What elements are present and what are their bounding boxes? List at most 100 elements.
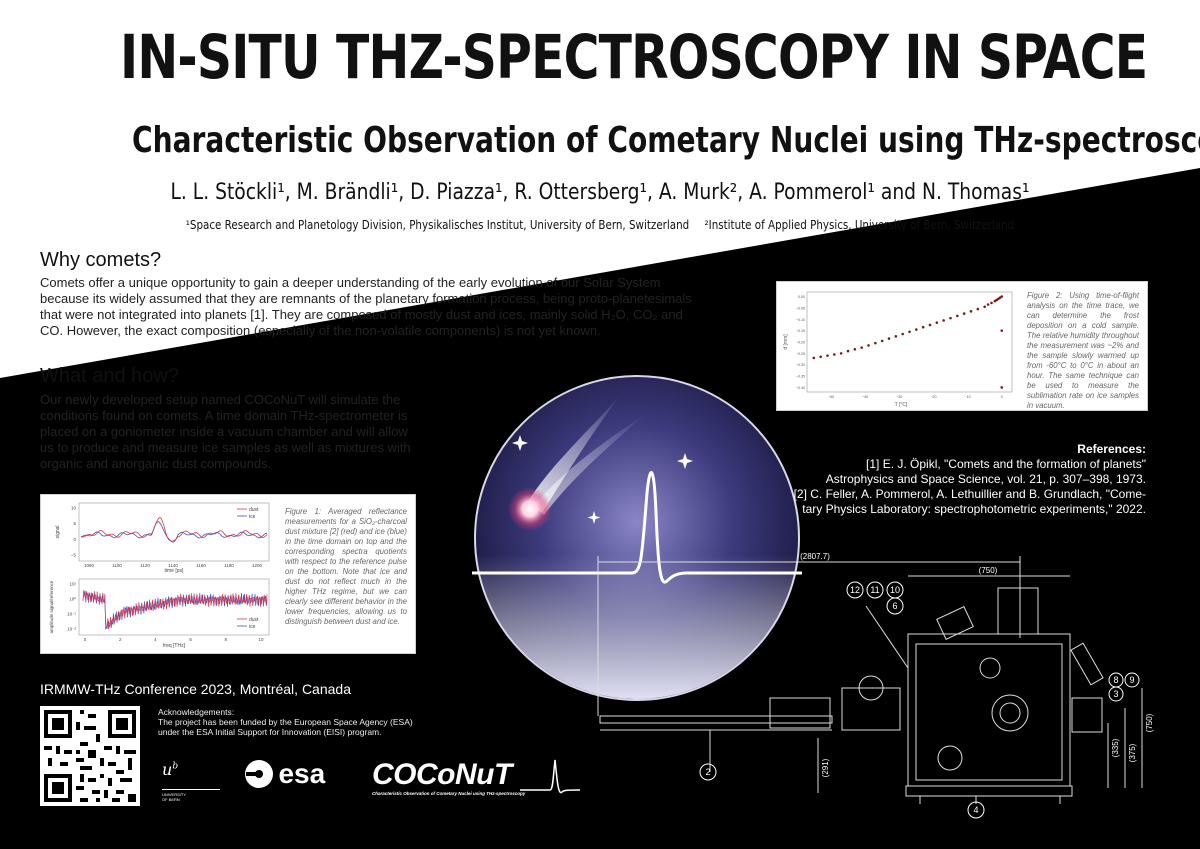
callout-3: [1108, 686, 1124, 702]
reference-1b: Astrophysics and Space Science, vol. 21,…: [825, 472, 1146, 486]
what-line-2: conditions found on comets. A time domai…: [40, 408, 408, 423]
figure-1-bottom-x-ticks: 0 2 4 6 8 10: [84, 637, 264, 642]
esa-label: esa: [278, 758, 326, 789]
esa-logo: esa: [244, 758, 325, 790]
callout-8-label: 8: [1113, 675, 1118, 685]
why-comets-heading: Why comets?: [40, 249, 162, 271]
figure-2-plot: 0.00 −0.05 −0.10 −0.15 −0.20 −0.25 −0.30 −0.35 −…: [783, 291, 1013, 408]
dim-750-top-label: (750): [979, 566, 998, 575]
stars: [512, 435, 693, 524]
comet-head: [508, 487, 552, 531]
figure-2-point: [880, 339, 884, 343]
small-component: [769, 697, 831, 729]
side-port: [1071, 697, 1103, 733]
unibe-mark: ub: [162, 760, 179, 779]
star-2: [677, 453, 693, 469]
figure-1-bottom-frame: [78, 578, 270, 636]
figure-2-y-tick-label: −0.30: [796, 363, 805, 367]
f1-top-yticks-label: −5: [71, 553, 77, 558]
f1-bot-xticks-label: 8: [225, 637, 228, 642]
callout-2-label: 2: [705, 767, 710, 777]
figure-2-x-tick-label: −20: [930, 395, 936, 399]
what-line-4: us to produce and measure ice samples as…: [40, 440, 411, 455]
f1-top-yticks-label: 0: [73, 537, 76, 542]
coconut-label: COCoNuT: [372, 758, 512, 791]
figure-2-y-tick-label: −0.20: [796, 341, 805, 345]
references: References: [1] E. J. Öpikl, "Comets and…: [726, 442, 1146, 517]
figure-2-point: [956, 314, 959, 318]
why-line-4: CO. However, the exact composition (espe…: [40, 323, 601, 338]
callout-2: [699, 763, 717, 781]
legend-ice-label: ice: [249, 514, 256, 520]
comet-tail: [527, 393, 622, 513]
figure-2-frame: [806, 291, 1013, 393]
unibe-line-2: OF BERN: [162, 797, 180, 802]
figure-2-y-tick-label: −0.25: [796, 352, 805, 356]
f1-top-xticks-label: 1080: [84, 563, 95, 568]
figure-2-card: 0.00 −0.05 −0.10 −0.15 −0.20 −0.25 −0.30 −0.35 −…: [776, 281, 1148, 411]
callout-4-label: 4: [973, 805, 978, 815]
figure-2-x-ticks: −50 −40 −30 −20 −10 0: [828, 395, 1003, 399]
dim-335-label: (335): [1111, 738, 1120, 757]
affiliation-2: ²Institute of Applied Physics, Universit…: [704, 218, 1015, 232]
figure-1-caption: Figure 1: Averaged reflectance measureme…: [285, 507, 407, 626]
ack-title: Acknowledgements:: [158, 707, 235, 717]
dim-375-label: (375): [1128, 743, 1137, 762]
figure-1-top-ylabel: signal: [55, 525, 61, 538]
affiliations: ¹Space Research and Planetology Division…: [84, 218, 1116, 232]
figure-2-point: [1000, 386, 1004, 389]
viewport-2: [937, 745, 963, 771]
figure-2-point: [867, 344, 870, 347]
unibe-logo: ub UNIVERSITY OF BERN: [162, 760, 220, 802]
figure-1-top-xlabel: time [ps]: [165, 568, 185, 574]
acknowledgements: Acknowledgements: The project has been f…: [158, 707, 418, 737]
figure-2-point: [833, 353, 836, 356]
figure-2-point: [990, 301, 993, 305]
callout-4: [967, 801, 985, 819]
figure-2-point: [986, 303, 990, 306]
figure-2-x-tick-label: −30: [896, 395, 902, 399]
figure-2-point: [846, 349, 850, 353]
callout-12-label: 12: [850, 585, 860, 595]
figure-2-xlabel: T [°C]: [895, 402, 908, 408]
figure-2-point: [901, 332, 904, 336]
f1-bot-xticks-label: 10: [258, 637, 264, 642]
comet-illustration: [472, 375, 802, 701]
comet-bottom-glow: [476, 377, 798, 699]
callout-10-label: 10: [890, 585, 900, 595]
callout-6: [886, 597, 904, 615]
what-line-1: Our newly developed setup named COCoNuT …: [40, 392, 401, 407]
reference-2a: [2] C. Feller, A. Pommerol, A. Lethuilli…: [793, 487, 1146, 501]
figure-2-point: [969, 310, 973, 313]
figure-2-y-tick-label: 0.00: [798, 295, 805, 299]
figure-2-y-tick-label: −0.40: [796, 386, 805, 390]
figure-2-caption: Figure 2: Using time-of-flight analysis …: [1027, 291, 1139, 410]
f1-bot-yticks-label: 10⁻¹: [67, 612, 76, 617]
what-line-5: organic and anorganic dust compounds.: [40, 456, 272, 471]
affiliation-1: ¹Space Research and Planetology Division…: [185, 218, 690, 232]
figure-2-point: [860, 346, 863, 349]
star-3: [587, 511, 601, 524]
figure-2-point: [887, 337, 891, 340]
figure-2-ylabel: d [mm]: [783, 334, 789, 350]
callout-11-label: 11: [870, 585, 879, 595]
callout-9: [1124, 672, 1140, 688]
figure-1-top-frame: [78, 502, 270, 562]
figure-2-point: [874, 341, 877, 345]
qr-code[interactable]: [40, 706, 140, 806]
legend-bottom-ice-label: ice: [249, 624, 256, 630]
figure-1-top-legend: dust ice: [237, 507, 259, 520]
figure-2-point: [949, 316, 952, 320]
viewport-1: [991, 694, 1029, 732]
why-comets-text: Comets offer a unique opportunity to gai…: [40, 275, 760, 339]
setup-diagram: (2807.7) (750) (750) (375) (335) (291) 1…: [597, 552, 1154, 819]
f1-top-xticks-label: 1160: [196, 563, 206, 568]
figure-1-top-ice-line: [80, 521, 268, 543]
figure-2-point: [908, 330, 911, 334]
figure-1-plot: dust ice 1080 1100 1120 1140 1160 1180 1200 10…: [49, 502, 270, 649]
star-1: [512, 435, 528, 451]
figure-2-y-tick-label: −0.35: [796, 375, 805, 379]
esa-mark-icon: [245, 760, 273, 788]
f1-bot-xticks-label: 6: [189, 637, 192, 642]
